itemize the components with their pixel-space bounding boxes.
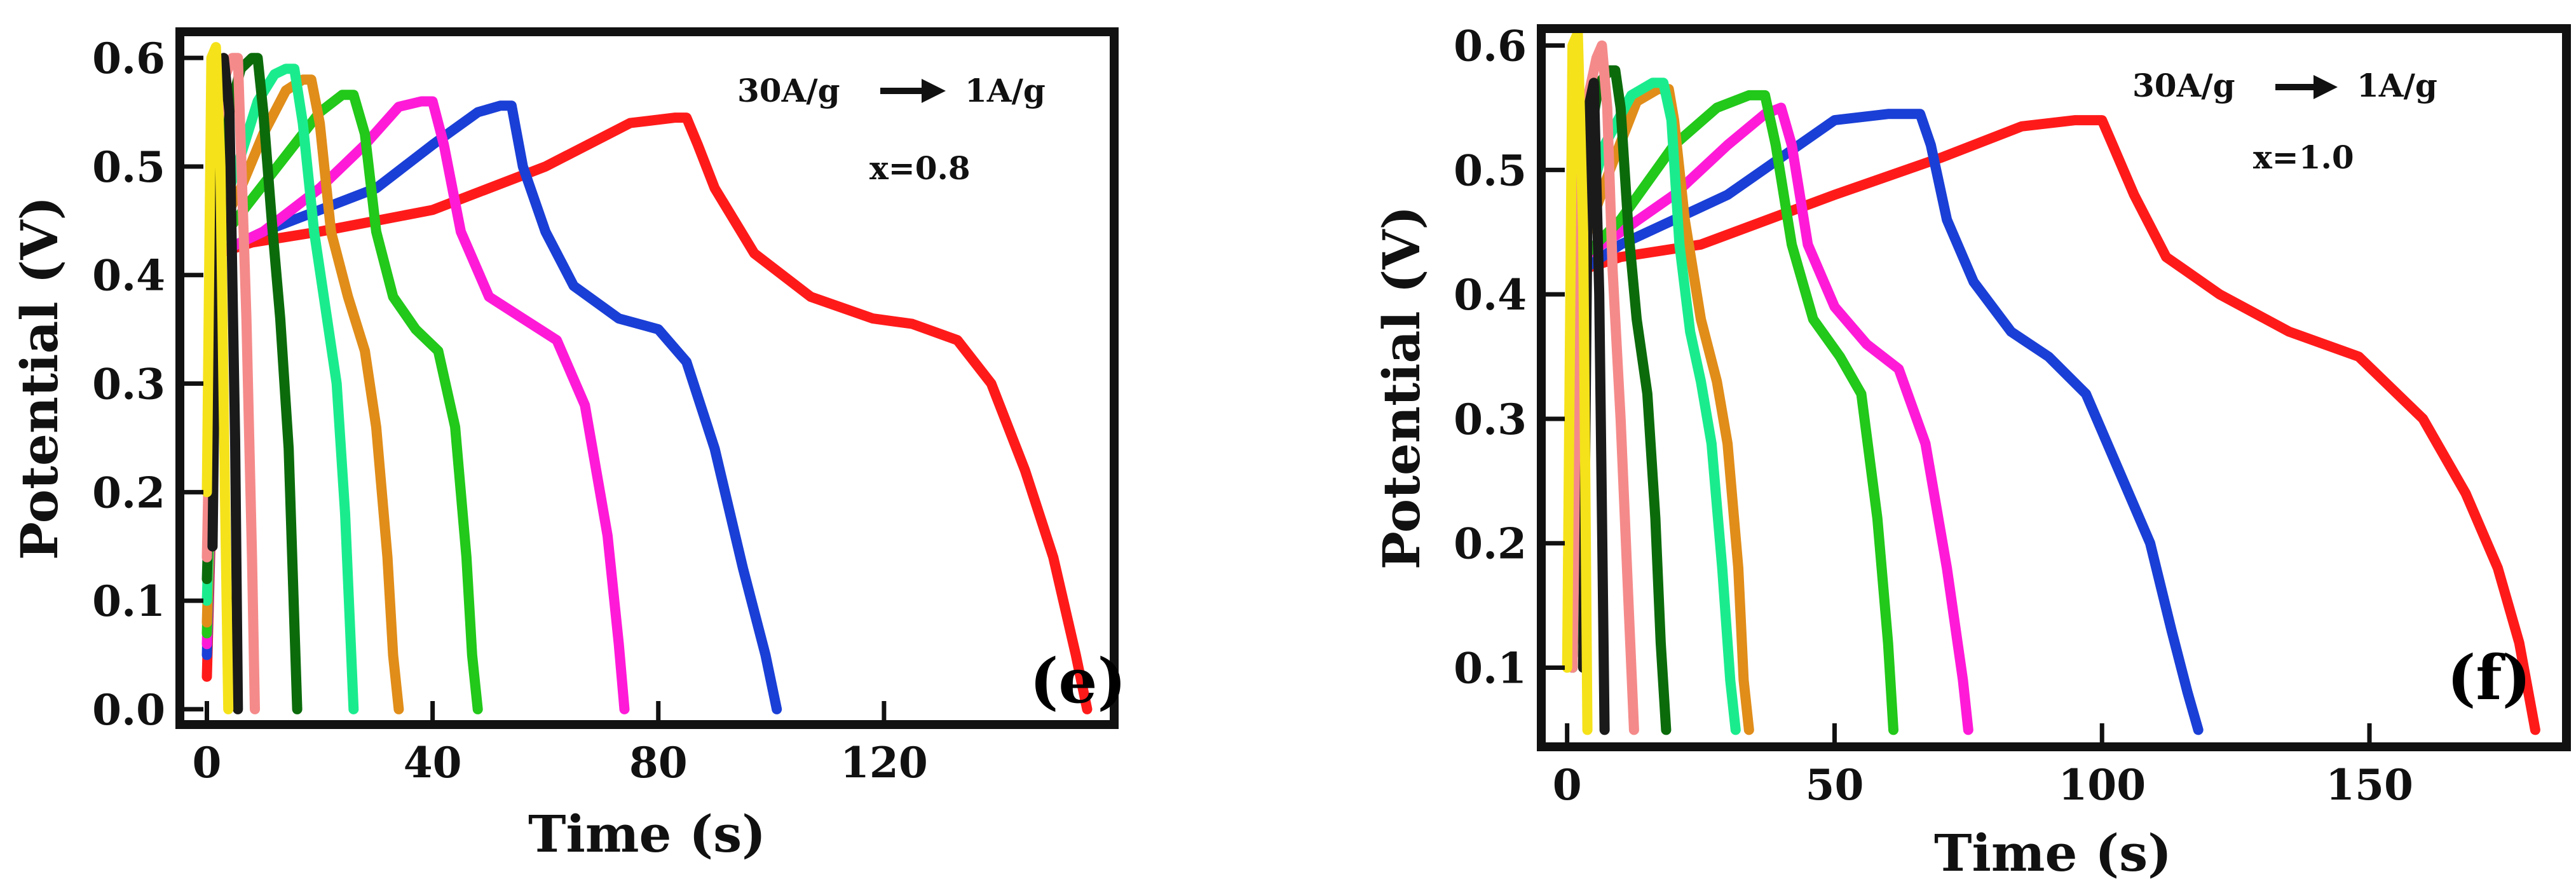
annotation-rate-start: 30A/g (737, 72, 840, 109)
y-axis-title: Potential (V) (10, 196, 69, 561)
series-line (201, 100, 782, 714)
x-tick-label: 50 (1806, 760, 1864, 810)
curves-group (201, 42, 1093, 714)
y-tick-label: 0.5 (1454, 146, 1527, 195)
panel-label: (f) (2447, 642, 2531, 714)
y-tick-label: 0.3 (1454, 395, 1527, 444)
x-axis: 0 50 100 150 (1553, 723, 2413, 810)
curves-group (1562, 28, 2540, 735)
arrow-icon (2275, 75, 2338, 99)
panel-label: (e) (1030, 645, 1126, 717)
y-tick-label: 0.6 (1454, 22, 1527, 71)
annotation-rate-end: 1A/g (965, 72, 1046, 109)
series-line (201, 96, 630, 714)
y-tick-label: 0.6 (92, 34, 165, 83)
y-tick-label: 0.2 (1454, 519, 1527, 569)
series-line (1567, 90, 1898, 735)
annotation-composition: x=0.8 (869, 149, 971, 187)
x-tick-label: 40 (404, 738, 462, 787)
series-line (201, 42, 234, 714)
y-tick-label: 0.1 (1454, 644, 1527, 693)
x-tick-label: 80 (629, 738, 688, 787)
plot-frame (1537, 24, 2571, 751)
x-tick-label: 0 (193, 738, 222, 787)
panel-f: 0.1 0.2 0.3 0.4 0.5 0.6 0 50 100 150 Tim… (1372, 22, 2571, 883)
x-axis-title: Time (s) (528, 804, 766, 864)
y-axis: 0.1 0.2 0.3 0.4 0.5 0.6 (1454, 22, 1565, 693)
y-tick-label: 0.4 (92, 251, 165, 301)
series-line (1567, 102, 1973, 735)
series-line (1567, 115, 2540, 735)
y-tick-label: 0.4 (1454, 270, 1527, 320)
y-tick-label: 0.1 (92, 576, 165, 626)
annotation-rate-end: 1A/g (2357, 67, 2437, 104)
y-axis-title: Potential (V) (1372, 206, 1431, 570)
x-tick-label: 150 (2326, 760, 2413, 810)
series-line (201, 112, 1093, 714)
x-axis: 0 40 80 120 (193, 701, 928, 787)
arrow-icon (880, 79, 946, 103)
plot-frame (175, 27, 1119, 729)
annotation-composition: x=1.0 (2253, 139, 2354, 176)
series-line (201, 74, 404, 714)
x-tick-label: 120 (840, 738, 928, 787)
panel-e: 0.0 0.1 0.2 0.3 0.4 0.5 0.6 0 40 80 120 … (10, 27, 1126, 864)
annotation-rate-start: 30A/g (2132, 67, 2235, 104)
y-tick-label: 0.3 (92, 360, 165, 409)
y-axis: 0.0 0.1 0.2 0.3 0.4 0.5 0.6 (92, 34, 203, 735)
x-tick-label: 100 (2058, 760, 2146, 810)
x-axis-title: Time (s) (1934, 823, 2172, 883)
y-tick-label: 0.2 (92, 468, 165, 517)
y-tick-label: 0.0 (92, 685, 165, 735)
x-tick-label: 0 (1553, 760, 1582, 810)
y-tick-label: 0.5 (92, 142, 165, 192)
